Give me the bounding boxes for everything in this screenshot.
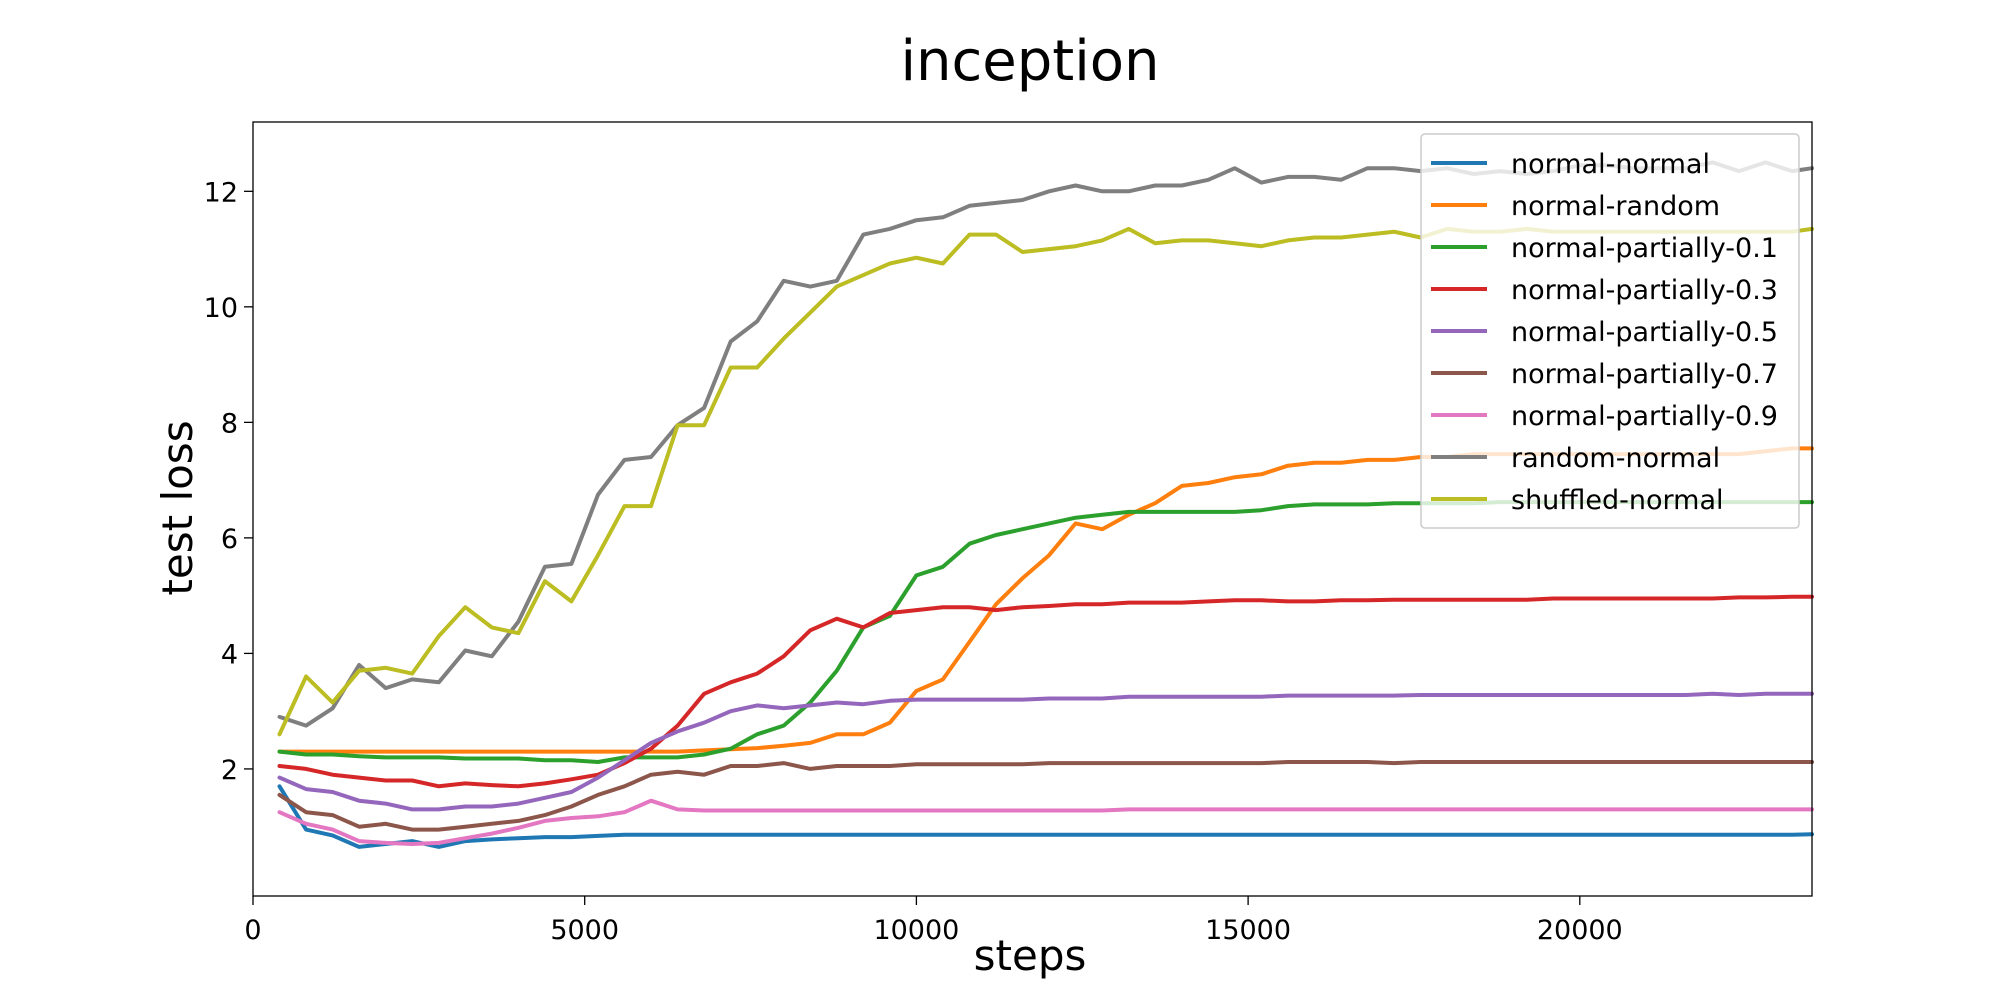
y-tick-label: 4	[221, 639, 238, 670]
legend-box	[1420, 133, 1800, 529]
series-line-normal-partially-0.7	[277, 760, 1814, 832]
legend-entry-label: random-normal	[1511, 443, 1720, 474]
y-tick-label: 6	[221, 524, 238, 555]
x-axis-ticks: 0 5000 10000 15000 20000	[244, 896, 1623, 946]
chart-title: inception	[900, 29, 1159, 94]
y-axis-label: test loss	[153, 420, 202, 595]
series-line-normal-partially-0.9	[277, 798, 1814, 846]
series-line-normal-partially-0.3	[277, 594, 1814, 789]
x-tick-label: 20000	[1537, 915, 1623, 946]
plot-area-frame	[252, 121, 1813, 897]
legend-entry-label: normal-partially-0.9	[1511, 401, 1778, 432]
x-tick-label: 10000	[873, 915, 959, 946]
legend-entry-label: normal-random	[1511, 191, 1720, 222]
x-tick-label: 0	[244, 915, 261, 946]
x-tick-label: 15000	[1205, 915, 1291, 946]
legend-entry-label: normal-normal	[1511, 149, 1710, 180]
x-tick-label: 5000	[550, 915, 619, 946]
y-tick-label: 12	[204, 177, 238, 208]
y-tick-label: 8	[221, 408, 238, 439]
legend-entry-label: normal-partially-0.3	[1511, 275, 1778, 306]
legend-entry-label: normal-partially-0.7	[1511, 359, 1778, 390]
series-line-normal-normal	[277, 784, 1814, 849]
legend-entry-label: shuffled-normal	[1511, 485, 1724, 516]
legend-entry-label: normal-partially-0.5	[1511, 317, 1778, 348]
series-line-normal-partially-0.5	[277, 691, 1814, 812]
y-tick-label: 2	[221, 755, 238, 786]
y-tick-label: 10	[204, 293, 238, 324]
y-axis-ticks: 2 4 6 8 10 12	[204, 177, 253, 786]
x-axis-label: steps	[974, 931, 1087, 980]
legend: normal-normal normal-random normal-partial…	[1420, 133, 1800, 529]
legend-entry-label: normal-partially-0.1	[1511, 233, 1778, 264]
